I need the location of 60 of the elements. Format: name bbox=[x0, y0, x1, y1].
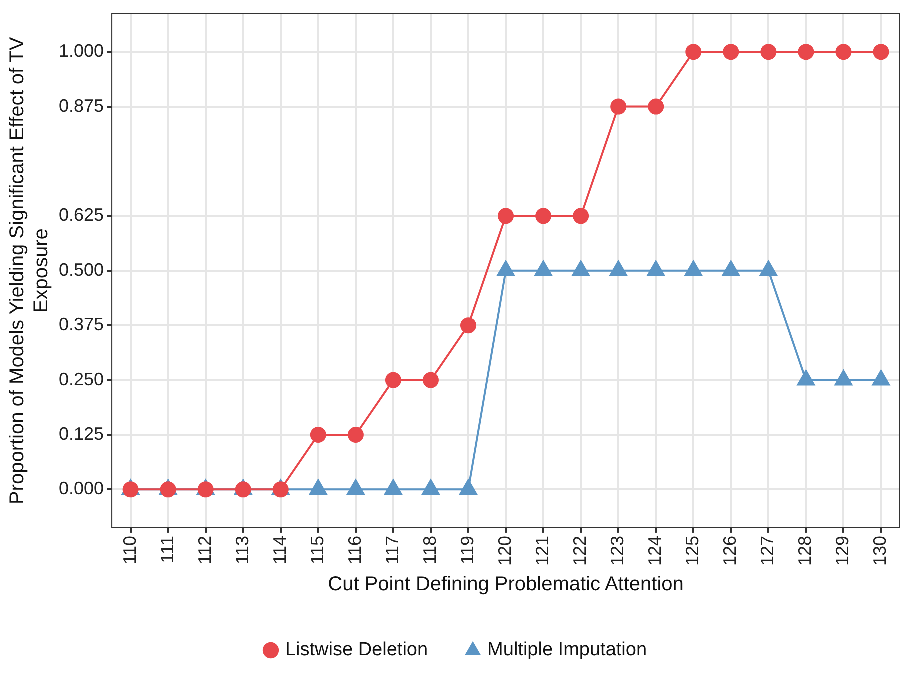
x-tick-label: 119 bbox=[457, 536, 478, 565]
legend-label: Listwise Deletion bbox=[285, 640, 428, 661]
x-tick-label: 125 bbox=[682, 536, 703, 566]
x-tick-label: 111 bbox=[157, 536, 178, 564]
x-tick-label: 113 bbox=[232, 536, 252, 565]
point bbox=[573, 208, 590, 224]
y-tick-label: 0.500 bbox=[58, 260, 104, 280]
point bbox=[872, 370, 890, 386]
x-tick-label: 117 bbox=[382, 536, 402, 565]
point bbox=[684, 260, 702, 276]
point bbox=[610, 260, 628, 276]
x-tick-label: 114 bbox=[270, 536, 290, 565]
point bbox=[610, 98, 627, 115]
point bbox=[722, 260, 740, 276]
x-tick-label: 124 bbox=[645, 536, 666, 566]
x-tick-label: 127 bbox=[758, 536, 778, 566]
y-tick-label: 0.625 bbox=[58, 205, 104, 226]
x-tick-label: 123 bbox=[608, 536, 628, 566]
point bbox=[836, 44, 852, 60]
x-tick-label: 130 bbox=[870, 536, 890, 566]
legend-label: Multiple Imputation bbox=[488, 640, 648, 661]
x-axis-title: Cut Point Defining Problematic Attention bbox=[328, 574, 684, 596]
y-tick-label: 0.375 bbox=[58, 314, 104, 335]
y-tick-label: 0.250 bbox=[58, 369, 104, 390]
point bbox=[536, 208, 552, 224]
x-tick-label: 118 bbox=[420, 536, 440, 565]
x-tick-label: 115 bbox=[307, 536, 328, 565]
point bbox=[647, 260, 665, 276]
point bbox=[834, 370, 853, 386]
point bbox=[648, 98, 664, 115]
y-axis-title: Proportion of Models Yielding Significant Effect of TV Exposure bbox=[6, 36, 53, 505]
point bbox=[873, 44, 890, 60]
point bbox=[760, 260, 778, 276]
x-tick-label: 126 bbox=[720, 536, 740, 566]
x-tick-label: 122 bbox=[570, 536, 590, 566]
point bbox=[686, 44, 702, 60]
x-tick-label: 110 bbox=[120, 536, 140, 565]
x-tick-label: 116 bbox=[344, 536, 365, 565]
x-tick-label: 120 bbox=[494, 536, 515, 566]
x-tick-label: 128 bbox=[795, 536, 816, 566]
point bbox=[460, 480, 478, 496]
x-tick-label: 121 bbox=[532, 536, 553, 566]
point bbox=[798, 44, 814, 60]
y-tick-label: 0.875 bbox=[58, 96, 104, 116]
y-tick-label: 0.000 bbox=[58, 478, 104, 499]
point bbox=[797, 370, 815, 386]
point bbox=[534, 260, 552, 276]
point bbox=[310, 480, 328, 496]
point bbox=[422, 480, 440, 496]
x-tick-label: 112 bbox=[194, 536, 215, 565]
y-tick-label: 0.125 bbox=[58, 424, 104, 444]
point bbox=[497, 260, 515, 276]
point bbox=[572, 260, 590, 276]
point bbox=[384, 480, 402, 496]
point bbox=[723, 44, 740, 60]
x-tick-label: 129 bbox=[832, 536, 853, 566]
point bbox=[498, 208, 514, 224]
point bbox=[347, 480, 365, 496]
y-tick-label: 1.000 bbox=[58, 41, 104, 62]
point bbox=[760, 44, 777, 60]
